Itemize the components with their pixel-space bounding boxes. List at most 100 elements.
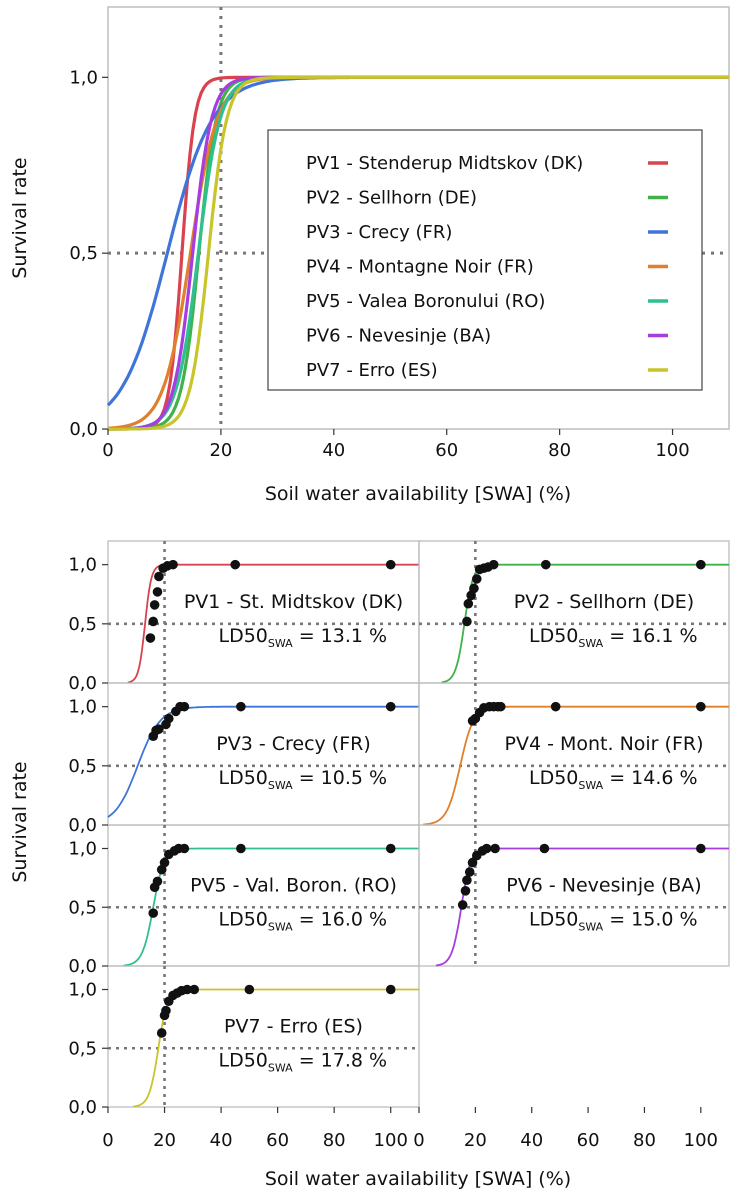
- data-point: [385, 843, 396, 854]
- bottom-y-tick-label: 1,0: [68, 839, 97, 860]
- data-point: [385, 559, 396, 570]
- data-point: [145, 633, 156, 643]
- bottom-panels: PV1 - St. Midtskov (DK)LD50SWA = 13.1 %PV…: [107, 540, 730, 1108]
- data-point: [154, 571, 164, 582]
- bottom-x-tick-label: 80: [323, 1130, 346, 1151]
- bottom-y-tick-label: 1,0: [68, 980, 97, 1001]
- bottom-x-tick-label: 100: [374, 1130, 408, 1151]
- top-curves: [106, 75, 729, 431]
- panel-4: PV4 - Mont. Noir (FR) LD50SWA = 14.6 %: [418, 682, 730, 826]
- panel-ld50-label: LD50SWA = 13.1 %: [219, 625, 388, 650]
- data-point: [148, 908, 159, 918]
- bottom-x-tick-label: 100: [684, 1130, 718, 1151]
- ld-prefix: LD50: [219, 909, 268, 931]
- data-point: [163, 713, 174, 724]
- bottom-x-tick-label: 20: [153, 1130, 176, 1151]
- panel-title: PV4 - Mont. Noir (FR): [505, 733, 704, 755]
- panel-title: PV6 - Nevesinje (BA): [506, 875, 701, 897]
- data-point: [244, 984, 255, 995]
- legend-entry-label-5: PV5 - Valea Boronului (RO): [306, 291, 545, 312]
- data-point: [152, 587, 163, 597]
- legend-entry-label-6: PV6 - Nevesinje (BA): [306, 326, 491, 347]
- legend: PV1 - Stenderup Midtskov (DK) PV2 - Sellh…: [267, 129, 703, 391]
- bottom-y-axis-label: Survival rate: [9, 761, 31, 882]
- data-point: [159, 857, 170, 868]
- bottom-x-tick-label: 60: [266, 1130, 289, 1151]
- data-point: [462, 616, 472, 627]
- data-point: [236, 701, 246, 712]
- bottom-y-tick-label: 0,0: [68, 956, 97, 977]
- data-point: [462, 875, 472, 886]
- ld-prefix: LD50: [529, 767, 578, 789]
- panel-ld50-label: LD50SWA = 17.8 %: [219, 1050, 388, 1075]
- ld-subscript: SWA: [578, 779, 603, 792]
- panel-frame: [418, 824, 730, 967]
- panel-title: PV5 - Val. Boron. (RO): [190, 875, 397, 897]
- data-point: [463, 598, 474, 609]
- bottom-y-tick-label: 0,5: [68, 897, 97, 918]
- bottom-x-axis-label: Soil water availability [SWA] (%): [265, 1168, 571, 1190]
- data-point: [696, 701, 706, 712]
- bottom-y-tick-label: 1,0: [68, 697, 97, 718]
- panel-7: PV7 - Erro (ES) LD50SWA = 17.8 %: [107, 965, 420, 1108]
- data-point: [148, 616, 159, 627]
- top-y-ticks: 0,0 0,5 1,0: [69, 67, 108, 440]
- top-y-tick-label: 0,0: [69, 419, 98, 440]
- bottom-chart: PV1 - St. Midtskov (DK)LD50SWA = 13.1 %PV…: [9, 540, 730, 1190]
- data-point: [179, 843, 190, 854]
- top-series-curve-7: [108, 75, 729, 431]
- data-point: [182, 984, 192, 995]
- bottom-x-tick-label: 20: [464, 1130, 487, 1151]
- ld-prefix: LD50: [219, 1050, 268, 1072]
- panel-6: PV6 - Nevesinje (BA) LD50SWA = 15.0 %: [418, 824, 730, 967]
- ld-value: = 17.8 %: [299, 1050, 387, 1072]
- data-point: [236, 843, 246, 854]
- data-point: [460, 886, 471, 896]
- ld-subscript: SWA: [268, 637, 293, 650]
- panel-ld50-label: LD50SWA = 14.6 %: [529, 767, 698, 792]
- bottom-y-tick-label: 0,0: [68, 815, 97, 836]
- ld-subscript: SWA: [578, 637, 603, 650]
- ld-prefix: LD50: [529, 625, 578, 647]
- top-y-tick-label: 0,5: [69, 243, 98, 264]
- panel-title: PV3 - Crecy (FR): [216, 733, 371, 755]
- bottom-x-tick-label: 40: [520, 1130, 543, 1151]
- ld-value: = 16.1 %: [609, 625, 697, 647]
- legend-box: [267, 129, 703, 391]
- ld-subscript: SWA: [268, 921, 293, 934]
- data-point: [161, 1005, 171, 1016]
- data-point: [168, 559, 178, 570]
- ld-value: = 10.5 %: [299, 767, 387, 789]
- bottom-y-ticks: 0,0 0,5 1,0 0,0 0,5 1,0 0,0 0,5 1,0 0,0 0,5 1,0: [68, 555, 108, 1118]
- panel-3: PV3 - Crecy (FR) LD50SWA = 10.5 %: [107, 682, 420, 826]
- data-point: [539, 843, 550, 854]
- bottom-x-tick-label: 60: [577, 1130, 600, 1151]
- panel-curve: [127, 563, 419, 684]
- data-point: [385, 984, 396, 995]
- ld-prefix: LD50: [219, 625, 268, 647]
- ld-subscript: SWA: [578, 921, 603, 934]
- legend-entry-label-2: PV2 - Sellhorn (DE): [306, 188, 477, 209]
- legend-entry-label-4: PV4 - Montagne Noir (FR): [306, 257, 534, 278]
- ld-prefix: LD50: [219, 767, 268, 789]
- panel-curve: [107, 705, 419, 818]
- data-point: [385, 701, 396, 712]
- bottom-x-tick-label: 40: [210, 1130, 233, 1151]
- data-point: [154, 724, 164, 734]
- data-point: [156, 1028, 167, 1038]
- bottom-x-tick-label: 0: [413, 1130, 424, 1151]
- panel-frame: [107, 965, 420, 1108]
- top-chart: 0,0 0,5 1,0 0 20 40 60 80 100 Survival rate Soi…: [9, 6, 730, 505]
- data-point: [149, 600, 160, 610]
- data-point: [152, 876, 163, 887]
- bottom-y-tick-label: 0,0: [68, 673, 97, 694]
- ld-value: = 15.0 %: [609, 909, 697, 931]
- data-point: [696, 559, 706, 570]
- top-x-tick-label: 40: [322, 440, 345, 461]
- top-x-tick-label: 60: [435, 440, 458, 461]
- panel-ld50-label: LD50SWA = 16.1 %: [529, 625, 698, 650]
- top-x-ticks: 0 20 40 60 80 100: [102, 429, 690, 461]
- top-x-tick-label: 80: [548, 440, 571, 461]
- panel-1: PV1 - St. Midtskov (DK) LD50SWA = 13.1 %: [107, 540, 420, 684]
